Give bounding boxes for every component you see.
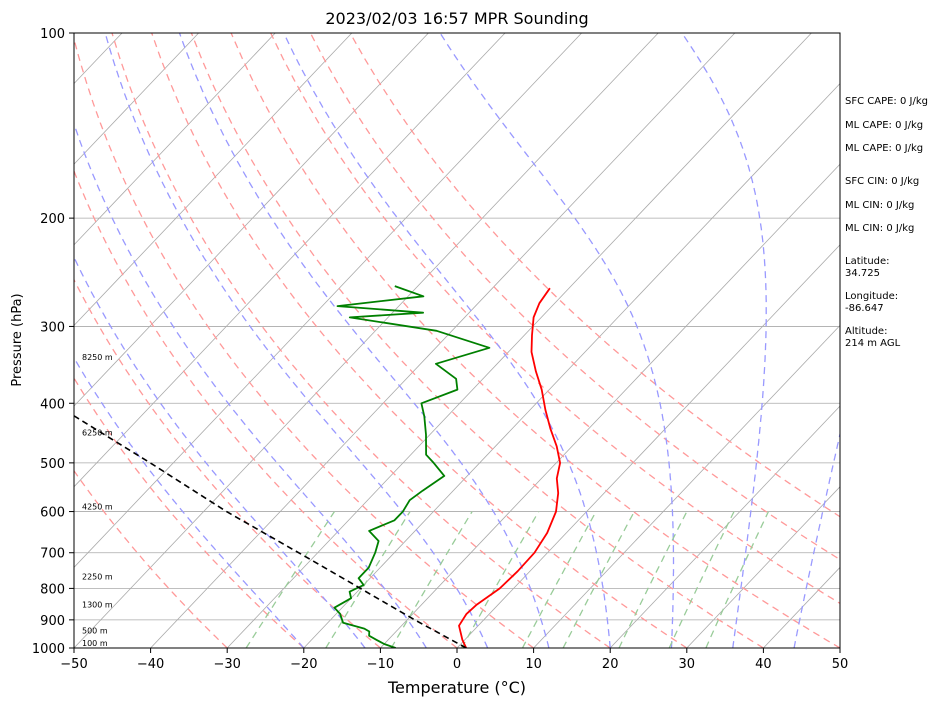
isotherm-line	[226, 33, 812, 648]
info-line: ML CAPE: 0 J/kg	[845, 120, 923, 131]
info-line: ML CIN: 0 J/kg	[845, 223, 914, 234]
info-line: SFC CIN: 0 J/kg	[845, 176, 919, 187]
info-line: ML CAPE: 0 J/kg	[845, 143, 923, 154]
x-tick-label: −30	[213, 657, 240, 672]
isotherm-line	[74, 33, 276, 246]
moist-adiabat	[74, 122, 427, 648]
moist-adiabat	[439, 33, 675, 648]
info-line: 214 m AGL	[845, 338, 901, 349]
dry-adiabat	[270, 33, 840, 605]
mixing-ratio-line	[245, 511, 335, 648]
x-axis-label: Temperature (°C)	[387, 678, 526, 697]
height-label: 1300 m	[82, 600, 113, 609]
dry-adiabat	[74, 36, 534, 648]
dry-adiabat	[309, 33, 840, 561]
isotherm-line	[533, 324, 840, 648]
height-label: 500 m	[82, 627, 108, 636]
moist-adiabat	[178, 33, 550, 648]
dewpoint-line	[333, 285, 491, 648]
mixing-ratio-line	[562, 511, 635, 648]
isotherm-line	[74, 33, 429, 407]
isotherm-line	[74, 33, 506, 488]
height-labels: 100 m 500 m 1300 m 2250 m 4250 m 6250 m 8250 m	[82, 353, 113, 648]
x-tick-label: −10	[367, 657, 394, 672]
isotherm-line	[609, 405, 840, 648]
dry-adiabat	[74, 376, 305, 648]
x-tick-label: −20	[290, 657, 317, 672]
isotherm-line	[686, 486, 840, 648]
isotherm-line	[303, 82, 840, 648]
mixing-ratio-line	[390, 511, 473, 648]
y-tick-label: 500	[40, 457, 65, 472]
x-tick-label: 10	[525, 657, 542, 672]
y-tick-label: 600	[40, 506, 65, 521]
info-panel: SFC CAPE: 0 J/kg ML CAPE: 0 J/kg ML CAPE: …	[845, 96, 928, 349]
mixing-ratio-line	[618, 511, 688, 648]
height-label: 8250 m	[82, 353, 113, 362]
height-label: 2250 m	[82, 573, 113, 582]
y-tick-label: 100	[40, 27, 65, 42]
info-line: Longitude:	[845, 291, 898, 302]
x-axis-ticks: −50 −40 −30 −20 −10 0 10 20 30 40 50	[60, 648, 848, 672]
dry-adiabat	[74, 278, 381, 648]
height-label: 100 m	[82, 639, 108, 648]
x-tick-label: −40	[137, 657, 164, 672]
mixing-ratio-line	[325, 511, 411, 648]
mixing-ratio-line	[705, 511, 769, 648]
y-tick-label: 200	[40, 212, 65, 227]
y-tick-label: 300	[40, 320, 65, 335]
info-line: -86.647	[845, 303, 884, 314]
mixing-ratio-line	[668, 511, 735, 648]
y-tick-label: 700	[40, 547, 65, 562]
isotherm-line	[74, 33, 659, 648]
height-label: 6250 m	[82, 429, 113, 438]
y-axis-ticks: 100 200 300 400 500 600 700 800 900 1000	[32, 27, 74, 657]
info-line: Latitude:	[845, 256, 890, 267]
isotherm-line	[74, 33, 582, 568]
dry-adiabat	[349, 33, 840, 518]
sounding-series	[74, 285, 561, 648]
isotherm-line	[380, 163, 840, 648]
reference-lines	[74, 33, 840, 648]
y-tick-label: 800	[40, 582, 65, 597]
x-tick-label: 40	[755, 657, 772, 672]
moist-adiabat	[104, 33, 489, 648]
dry-adiabat	[190, 33, 764, 648]
plot-frame	[73, 32, 841, 649]
info-line: SFC CAPE: 0 J/kg	[845, 96, 928, 107]
y-tick-label: 1000	[32, 642, 65, 657]
info-line: ML CIN: 0 J/kg	[845, 200, 914, 211]
moist-adiabat	[283, 33, 611, 648]
dry-adiabat	[111, 33, 611, 648]
dry-adiabat	[230, 33, 840, 648]
info-line: 34.725	[845, 268, 880, 279]
dry-adiabat	[151, 33, 688, 648]
x-tick-label: 20	[602, 657, 619, 672]
isotherm-line	[456, 244, 840, 648]
isotherm-line	[74, 33, 353, 327]
temperature-line	[458, 287, 561, 648]
dry-adiabat	[74, 169, 458, 648]
moist-adiabat	[681, 33, 767, 648]
parcel-profile-line	[74, 414, 467, 648]
chart-title: 2023/02/03 16:57 MPR Sounding	[325, 9, 588, 28]
x-tick-label: −50	[60, 657, 87, 672]
mixing-ratio-line	[521, 511, 597, 648]
y-tick-label: 400	[40, 397, 65, 412]
mixing-ratio-line	[461, 511, 540, 648]
isotherm-line	[74, 33, 199, 165]
dry-adiabat	[74, 469, 228, 648]
isotherm-line	[150, 33, 736, 648]
x-tick-label: 0	[453, 657, 461, 672]
x-tick-label: 50	[832, 657, 849, 672]
info-line: Altitude:	[845, 326, 887, 337]
x-tick-label: 30	[679, 657, 696, 672]
y-tick-label: 900	[40, 614, 65, 629]
y-axis-label: Pressure (hPa)	[10, 293, 25, 386]
height-label: 4250 m	[82, 503, 113, 512]
